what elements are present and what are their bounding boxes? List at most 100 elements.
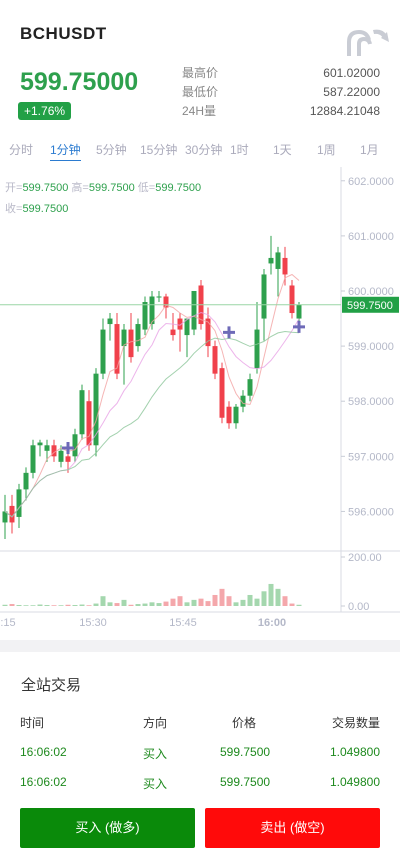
- trade-time: 16:06:02: [20, 775, 67, 789]
- volume-bar: [149, 602, 155, 606]
- open-value: 599.7500: [22, 182, 69, 194]
- ma5-line: [4, 273, 300, 518]
- volume-bar: [128, 604, 134, 606]
- candle-body: [16, 489, 22, 517]
- stat-value: 12884.21048: [309, 104, 380, 118]
- candle-body: [58, 450, 64, 462]
- last-price-tag: [342, 296, 399, 313]
- volume-tick-label: 0.00: [348, 601, 369, 613]
- volume-bar: [156, 603, 162, 606]
- tab-15min[interactable]: 15分钟: [140, 143, 178, 157]
- volume-bar: [212, 594, 218, 606]
- candle-body: [205, 318, 211, 347]
- col-amount: 交易数量: [331, 716, 380, 730]
- kline-chart[interactable]: 602.0000 601.0000 600.0000 599.0000 598.0000…: [0, 167, 400, 640]
- candle-body: [163, 296, 169, 308]
- low-label: 低=: [137, 182, 156, 194]
- volume-bar: [205, 601, 211, 606]
- ohlc-readout: 开=599.7500 高=599.7500 低=599.7500 收=599.7…: [5, 178, 340, 220]
- stat-value: 601.02000: [323, 66, 380, 80]
- volume-bar: [142, 603, 148, 606]
- candle-body: [37, 442, 43, 446]
- candle-body: [296, 304, 302, 319]
- volume-bar: [163, 601, 169, 606]
- price-tick-label: 597.0000: [348, 451, 394, 463]
- col-time: 时间: [20, 716, 45, 730]
- tab-1day[interactable]: 1天: [273, 143, 292, 157]
- volume-bar: [23, 605, 29, 606]
- volume-bar: [170, 598, 176, 606]
- candle-body: [51, 445, 57, 457]
- tab-1month[interactable]: 1月: [360, 143, 379, 157]
- price-tick-label: 596.0000: [348, 506, 394, 518]
- stat-label: 最低价: [182, 85, 219, 99]
- volume-bar: [114, 603, 120, 606]
- time-tick-label: 15:45: [169, 617, 197, 629]
- volume-bar: [135, 604, 141, 606]
- trades-title: 全站交易: [21, 677, 82, 694]
- candle-body: [135, 324, 141, 347]
- trade-direction: 买入: [143, 777, 168, 791]
- ma20-line: [4, 330, 300, 518]
- trade-direction: 买入: [143, 747, 168, 761]
- volume-bar: [44, 605, 50, 606]
- volume-bar: [51, 605, 57, 606]
- volume-bar: [198, 598, 204, 606]
- volume-bar: [16, 605, 22, 606]
- volume-bar: [254, 598, 260, 606]
- time-tick-label: 15:30: [79, 617, 107, 629]
- stat-value: 587.22000: [323, 85, 380, 99]
- tab-1hour[interactable]: 1时: [230, 143, 249, 157]
- refresh-logo-icon[interactable]: [343, 26, 389, 58]
- market-header: BCHUSDT 599.75000 +1.76% 最高价 601.02000 最…: [0, 0, 400, 130]
- volume-bar: [289, 603, 295, 606]
- candle-body: [254, 329, 260, 369]
- candle-body: [121, 329, 127, 347]
- last-price: 599.75000: [20, 68, 139, 96]
- tab-30min[interactable]: 30分钟: [185, 143, 223, 157]
- high-label: 高=: [71, 182, 89, 194]
- volume-bar: [79, 604, 85, 606]
- volume-bar: [58, 605, 64, 606]
- trade-marker-icon: [293, 320, 305, 333]
- low-value: 599.7500: [155, 182, 202, 194]
- volume-bar: [30, 605, 36, 606]
- tab-1week[interactable]: 1周: [317, 143, 336, 157]
- volume-bar: [247, 594, 253, 606]
- symbol-title: BCHUSDT: [20, 24, 107, 43]
- candle-body: [128, 329, 134, 358]
- tab-1min[interactable]: 1分钟: [50, 140, 81, 161]
- candle-body: [114, 324, 120, 374]
- candle-body: [23, 472, 29, 490]
- buy-long-button[interactable]: 买入 (做多): [20, 808, 195, 848]
- candle-body: [72, 434, 78, 457]
- tab-5min[interactable]: 5分钟: [96, 143, 127, 157]
- price-tick-label: 598.0000: [348, 396, 394, 408]
- candle-body: [107, 318, 113, 325]
- candle-body: [44, 445, 50, 451]
- price-tick-label: 601.0000: [348, 231, 394, 243]
- time-tick-label: 16:00: [258, 617, 286, 629]
- sell-short-button[interactable]: 卖出 (做空): [205, 808, 380, 848]
- price-tick-label: 599.0000: [348, 341, 394, 353]
- volume-bar: [296, 604, 302, 606]
- candle-body: [93, 373, 99, 446]
- trade-price: 599.7500: [220, 745, 271, 759]
- stats-panel: 最高价 601.02000 最低价 587.22000 24H量 12884.2…: [182, 64, 380, 121]
- candle-body: [86, 401, 92, 446]
- trade-amount: 1.049800: [329, 745, 380, 759]
- interval-tabs: 分时 1分钟 5分钟 15分钟 30分钟 1时 1天 1周 1月: [0, 140, 400, 164]
- candle-body: [156, 296, 162, 298]
- candle-body: [219, 368, 225, 418]
- volume-bar: [240, 599, 246, 606]
- candle-body: [142, 302, 148, 330]
- volume-bar: [191, 599, 197, 606]
- tab-timeshare[interactable]: 分时: [9, 143, 34, 157]
- stat-low: 最低价 587.22000: [182, 83, 380, 102]
- candle-body: [289, 285, 295, 314]
- close-label: 收=: [5, 203, 23, 215]
- change-badge: +1.76%: [18, 102, 72, 120]
- trade-time: 16:06:02: [20, 745, 67, 759]
- candle-body: [30, 445, 36, 473]
- volume-bar: [2, 604, 8, 606]
